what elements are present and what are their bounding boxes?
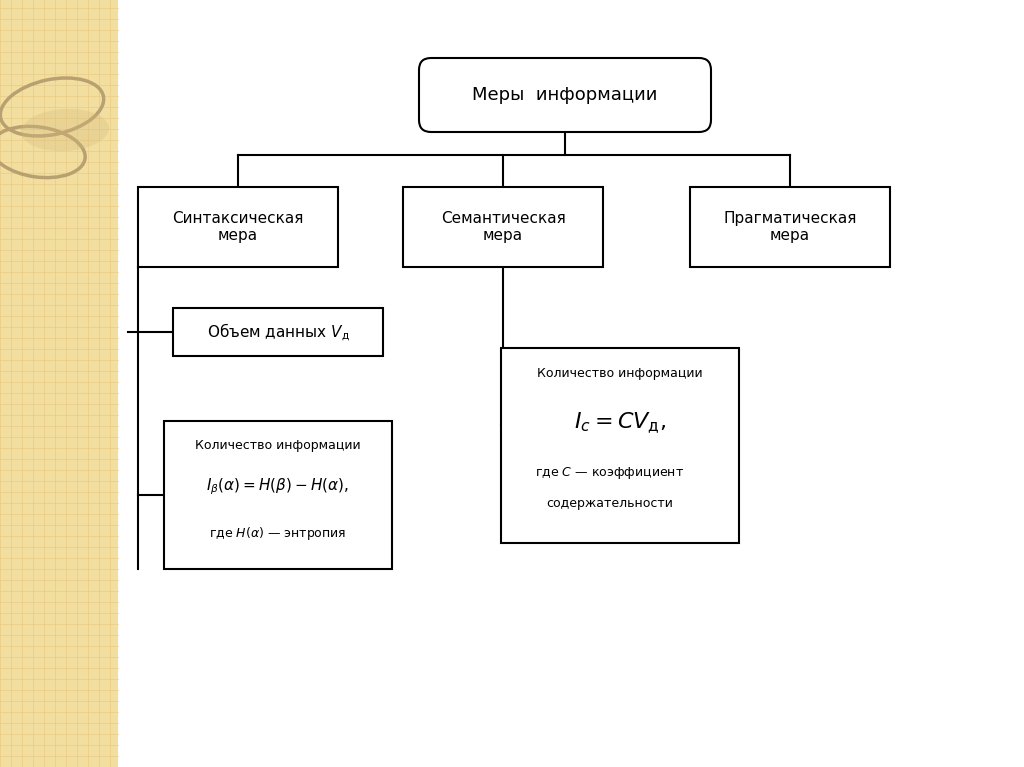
Text: Количество информации: Количество информации	[196, 439, 360, 452]
Text: Прагматическая
мера: Прагматическая мера	[723, 211, 857, 243]
Text: Меры  информации: Меры информации	[472, 86, 657, 104]
Text: Количество информации: Количество информации	[538, 367, 702, 380]
Text: Семантическая
мера: Семантическая мера	[440, 211, 565, 243]
Bar	[138, 187, 338, 267]
Text: содержательности: содержательности	[547, 496, 674, 509]
Text: где $C$ — коэффициент: где $C$ — коэффициент	[536, 465, 684, 481]
Text: $I_{\beta}(\alpha) = H(\beta) - H(\alpha),$: $I_{\beta}(\alpha) = H(\beta) - H(\alpha…	[207, 477, 349, 497]
Bar	[501, 347, 739, 542]
Bar	[164, 421, 392, 569]
Ellipse shape	[22, 109, 109, 151]
Bar	[403, 187, 603, 267]
Text: где $H(\alpha)$ — энтропия: где $H(\alpha)$ — энтропия	[209, 525, 347, 542]
Text: Синтаксическая
мера: Синтаксическая мера	[172, 211, 304, 243]
Text: $I_c = CV_{\rm д},$: $I_c = CV_{\rm д},$	[574, 410, 666, 436]
Text: Объем данных $V_{\rm д}$: Объем данных $V_{\rm д}$	[207, 321, 349, 343]
Bar	[173, 308, 383, 356]
FancyBboxPatch shape	[419, 58, 711, 132]
Bar	[690, 187, 890, 267]
Bar	[0, 0, 118, 767]
